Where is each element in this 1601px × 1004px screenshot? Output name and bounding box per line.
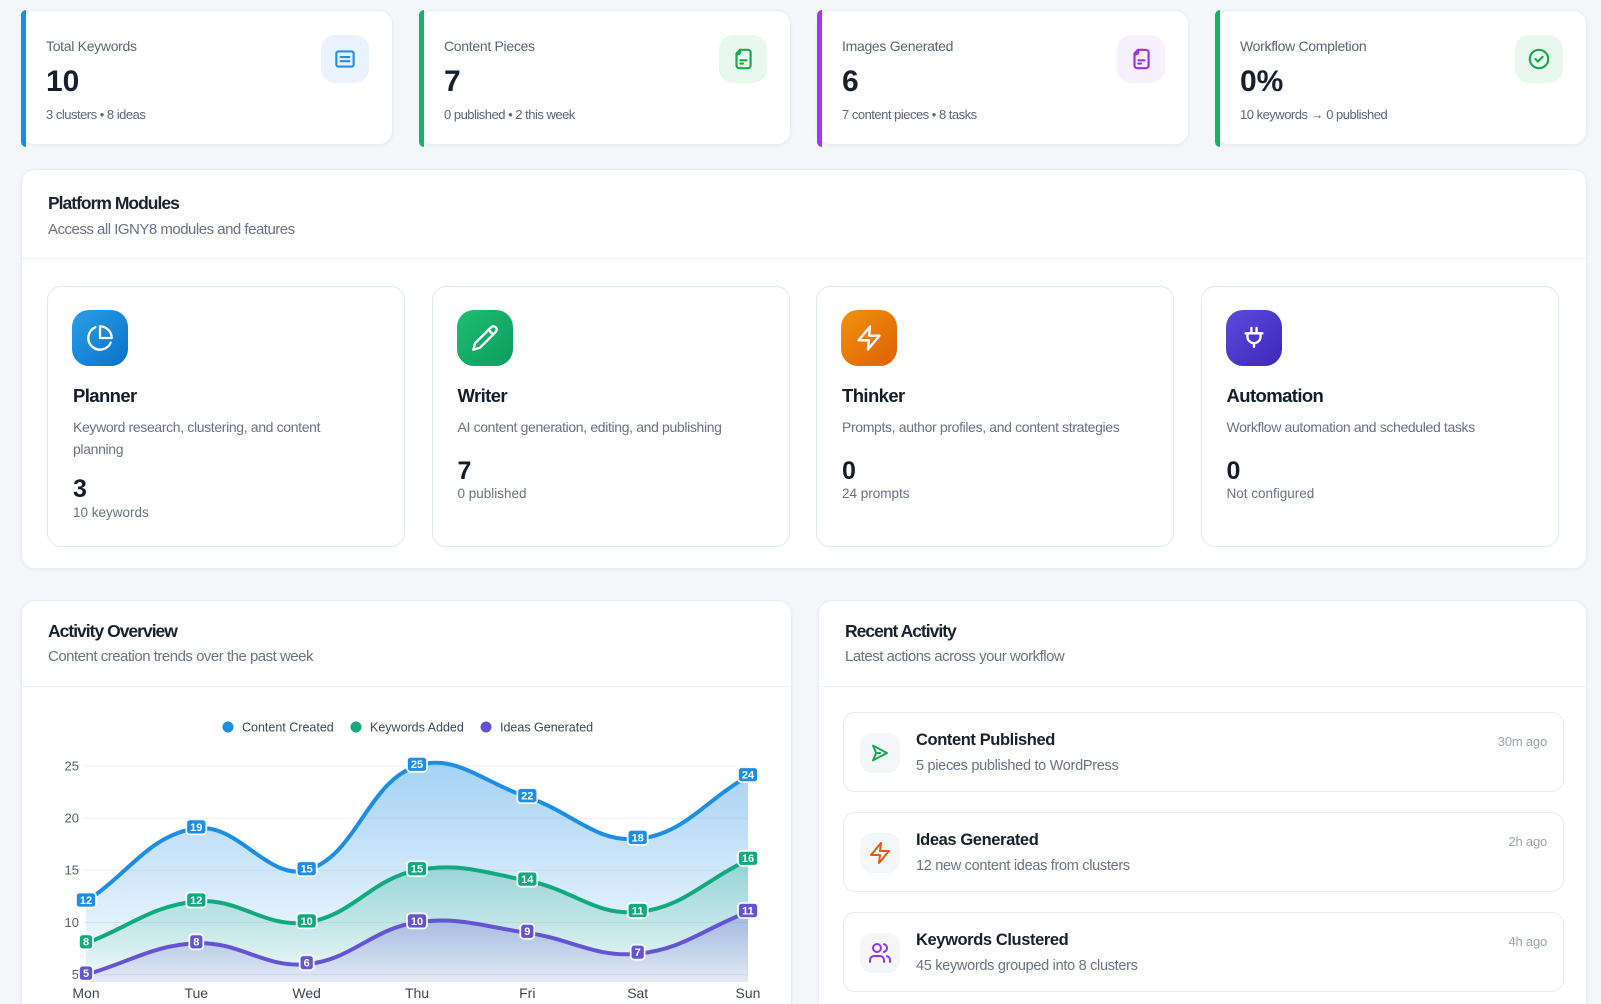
- svg-text:5: 5: [72, 967, 79, 982]
- svg-text:24: 24: [742, 770, 755, 782]
- svg-text:Thu: Thu: [405, 985, 429, 1001]
- svg-text:9: 9: [524, 926, 530, 938]
- svg-text:Keywords Added: Keywords Added: [370, 721, 464, 735]
- svg-text:10: 10: [301, 916, 313, 928]
- svg-text:25: 25: [411, 759, 423, 771]
- svg-text:12: 12: [190, 895, 202, 907]
- svg-text:Tue: Tue: [184, 985, 208, 1001]
- svg-text:19: 19: [190, 822, 202, 834]
- svg-text:Ideas Generated: Ideas Generated: [500, 721, 593, 735]
- svg-text:22: 22: [521, 791, 533, 803]
- svg-text:5: 5: [83, 968, 89, 980]
- svg-text:Sun: Sun: [736, 985, 761, 1001]
- svg-text:10: 10: [65, 915, 79, 930]
- svg-text:25: 25: [65, 759, 79, 774]
- svg-text:20: 20: [65, 811, 79, 826]
- svg-text:8: 8: [83, 937, 89, 949]
- svg-text:Sat: Sat: [627, 985, 648, 1001]
- svg-text:Content Created: Content Created: [242, 721, 334, 735]
- svg-text:18: 18: [632, 832, 644, 844]
- svg-text:7: 7: [635, 947, 641, 959]
- svg-text:15: 15: [301, 864, 313, 876]
- svg-text:11: 11: [632, 905, 644, 917]
- svg-text:14: 14: [521, 874, 534, 886]
- svg-text:Mon: Mon: [72, 985, 99, 1001]
- svg-text:6: 6: [304, 958, 310, 970]
- svg-text:15: 15: [411, 864, 423, 876]
- svg-text:Wed: Wed: [292, 985, 321, 1001]
- svg-text:11: 11: [742, 905, 754, 917]
- svg-text:12: 12: [80, 895, 92, 907]
- svg-text:8: 8: [193, 937, 199, 949]
- svg-text:16: 16: [742, 853, 754, 865]
- svg-text:15: 15: [65, 863, 79, 878]
- svg-text:10: 10: [411, 916, 423, 928]
- svg-text:Fri: Fri: [519, 985, 535, 1001]
